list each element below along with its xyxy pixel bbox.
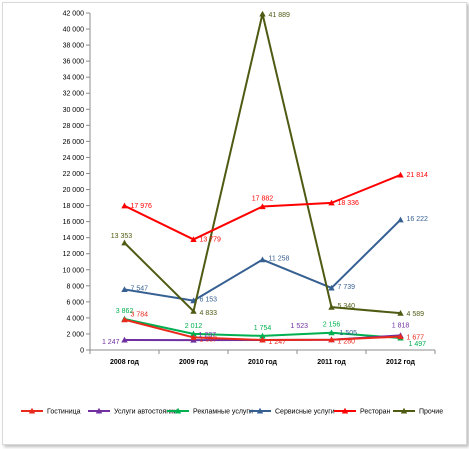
- y-tick-label: 30 000: [63, 107, 85, 114]
- data-label: 1 497: [409, 341, 427, 348]
- data-point-3: [397, 216, 404, 223]
- data-point-5: [121, 239, 128, 246]
- data-point-4: [397, 171, 404, 178]
- y-tick-label: 38 000: [63, 43, 85, 50]
- legend-marker: [174, 407, 182, 414]
- y-tick-label: 24 000: [63, 155, 85, 162]
- data-point-2: [328, 329, 335, 336]
- data-label: 17 976: [131, 203, 153, 210]
- data-label: 21 814: [407, 172, 429, 179]
- data-label: 1 247: [269, 339, 287, 346]
- data-label: 1 677: [407, 335, 425, 342]
- data-point-3: [259, 256, 266, 263]
- data-label: 5 340: [338, 303, 356, 310]
- y-tick-label: 6 000: [66, 299, 84, 306]
- data-point-0: [259, 336, 266, 343]
- x-tick-label: 2012 год: [386, 359, 416, 366]
- y-tick-label: 42 000: [63, 11, 85, 18]
- y-tick-label: 28 000: [63, 123, 85, 130]
- data-point-5: [190, 308, 197, 314]
- data-label: 1 505: [340, 330, 358, 337]
- data-label: 16 222: [407, 216, 429, 223]
- y-tick-label: 16 000: [63, 219, 85, 226]
- data-point-0: [190, 334, 197, 340]
- data-label: 13 353: [111, 233, 133, 240]
- legend-marker: [400, 407, 408, 414]
- data-label: 17 882: [252, 196, 274, 203]
- data-point-5: [397, 309, 404, 316]
- data-point-0: [328, 336, 335, 343]
- legend-marker: [95, 407, 103, 414]
- y-tick-label: 36 000: [63, 59, 85, 66]
- y-tick-label: 4 000: [66, 315, 84, 322]
- legend-marker: [28, 407, 36, 414]
- data-label: 1 754: [254, 325, 272, 332]
- y-tick-label: 0: [80, 348, 84, 355]
- data-label: 2 012: [185, 323, 203, 330]
- data-label: 41 889: [269, 12, 291, 19]
- y-tick-label: 40 000: [63, 27, 85, 34]
- legend-marker: [341, 407, 349, 414]
- legend-label: Рекламные услуги: [193, 409, 253, 416]
- data-point-5: [328, 303, 335, 310]
- data-point-3: [328, 284, 335, 291]
- x-tick-label: 2010 год: [248, 359, 278, 366]
- data-label: 4 833: [200, 310, 218, 317]
- x-tick-label: 2009 год: [179, 359, 209, 366]
- data-point-4: [190, 236, 197, 242]
- data-label: 1 567: [200, 336, 218, 343]
- data-label: 4 589: [407, 311, 425, 318]
- data-point-3: [121, 286, 128, 293]
- legend-label: Гостиница: [47, 409, 81, 416]
- data-label: 2 156: [323, 322, 341, 329]
- x-tick-label: 2011 год: [317, 359, 346, 366]
- data-label: 18 336: [338, 200, 360, 207]
- y-tick-label: 22 000: [63, 171, 85, 178]
- data-label: 1 523: [291, 323, 309, 330]
- chart-frame: 0 2 000 4 000 6 000 8 000 10 000 12 000 14 000 1…: [2, 2, 467, 445]
- data-label: 3 784: [131, 312, 149, 319]
- y-tick-label: 10 000: [63, 267, 85, 274]
- y-tick-label: 20 000: [63, 187, 85, 194]
- data-label: 6 153: [200, 297, 218, 304]
- data-label: 1 280: [338, 339, 356, 346]
- legend-label: Прочие: [419, 409, 443, 416]
- data-label: 13 779: [200, 236, 222, 243]
- series-line-5: [123, 12, 401, 315]
- data-label: 11 258: [269, 256, 290, 263]
- y-tick-label: 26 000: [63, 139, 85, 146]
- y-tick-label: 14 000: [63, 235, 85, 242]
- y-tick-label: 8 000: [66, 283, 84, 290]
- y-tick-label: 32 000: [63, 91, 85, 98]
- data-label: 3 862: [116, 308, 134, 315]
- data-label: 7 547: [131, 285, 149, 292]
- x-tick-label: 2008 год: [110, 359, 140, 366]
- data-label: 1 818: [392, 322, 410, 329]
- data-point-2: [190, 330, 197, 337]
- data-point-4: [259, 203, 266, 210]
- data-point-1: [121, 336, 128, 343]
- legend-label: Ресторан: [360, 409, 391, 416]
- data-point-5: [259, 10, 266, 17]
- y-tick-label: 2 000: [66, 331, 84, 338]
- data-label: 1 247: [102, 339, 120, 346]
- y-tick-label: 12 000: [63, 251, 85, 258]
- data-point-2: [259, 332, 266, 339]
- legend-label: Сервисные услуги: [275, 409, 335, 416]
- data-point-4: [328, 199, 335, 206]
- legend-label: Услуги автостоянки: [114, 409, 177, 416]
- data-point-0: [397, 333, 404, 340]
- data-point-4: [121, 202, 128, 209]
- y-tick-label: 18 000: [63, 203, 85, 210]
- line-chart: 0 2 000 4 000 6 000 8 000 10 000 12 000 14 000 1…: [21, 10, 443, 416]
- legend-marker: [256, 407, 264, 414]
- data-label: 1 237: [199, 332, 217, 339]
- data-label: 7 739: [338, 284, 356, 291]
- y-tick-label: 34 000: [63, 75, 85, 82]
- data-point-0: [121, 316, 128, 323]
